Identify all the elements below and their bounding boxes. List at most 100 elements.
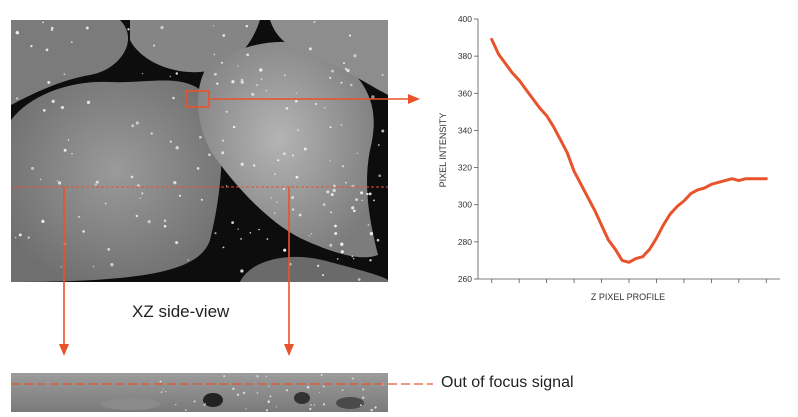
- punctum: [332, 188, 336, 193]
- punctum: [67, 139, 70, 141]
- punctum: [268, 385, 270, 388]
- punctum: [340, 242, 344, 246]
- punctum: [329, 160, 331, 162]
- xz-side-view-image: [11, 373, 388, 412]
- punctum: [357, 278, 361, 281]
- punctum: [50, 28, 54, 32]
- punctum: [322, 385, 325, 388]
- punctum: [351, 206, 355, 210]
- punctum: [47, 80, 51, 84]
- punctum: [356, 152, 359, 155]
- side-view-dark-spot: [203, 393, 223, 407]
- punctum: [178, 194, 181, 197]
- punctum: [42, 21, 44, 24]
- side-view-dark-spot: [294, 392, 310, 404]
- down-arrow-right: [284, 344, 294, 356]
- punctum: [175, 72, 179, 75]
- punctum: [95, 182, 97, 184]
- punctum: [60, 266, 62, 268]
- punctum: [291, 208, 295, 211]
- punctum: [204, 403, 207, 405]
- cell-bottom-right: [240, 256, 388, 282]
- out-of-focus-label: Out of focus signal: [441, 374, 574, 391]
- punctum: [222, 246, 225, 249]
- punctum: [131, 124, 135, 128]
- punctum: [237, 65, 239, 67]
- punctum: [343, 62, 345, 65]
- punctum: [318, 392, 320, 394]
- punctum: [137, 184, 140, 187]
- y-ticks: 260 280 300 320 340 360 380 400: [458, 14, 478, 284]
- punctum: [361, 199, 363, 202]
- punctum: [232, 387, 235, 391]
- punctum: [94, 183, 97, 186]
- punctum: [30, 166, 35, 170]
- punctum: [295, 175, 299, 179]
- punctum: [232, 125, 236, 129]
- series-line: [490, 37, 768, 264]
- punctum: [153, 44, 156, 47]
- punctum: [203, 404, 206, 406]
- punctum: [214, 232, 217, 235]
- punctum: [160, 391, 163, 394]
- punctum: [265, 375, 268, 378]
- side-view-puncta: [159, 374, 385, 412]
- punctum: [110, 263, 114, 267]
- punctum: [369, 232, 374, 236]
- punctum: [269, 395, 272, 398]
- punctum: [256, 375, 259, 378]
- punctum: [368, 192, 372, 196]
- punctum: [340, 123, 343, 126]
- punctum: [240, 80, 244, 84]
- punctum: [366, 192, 369, 196]
- down-arrow-left: [59, 344, 69, 356]
- punctum: [355, 198, 358, 201]
- punctum: [260, 78, 263, 80]
- punctum: [173, 181, 177, 185]
- punctum: [107, 248, 111, 251]
- punctum: [267, 400, 270, 403]
- x-axis-label: Z PIXEL PROFILE: [591, 292, 665, 302]
- punctum: [240, 237, 243, 240]
- side-view-background: [11, 373, 388, 412]
- punctum: [14, 236, 17, 239]
- punctum: [285, 389, 289, 392]
- punctum: [341, 389, 344, 392]
- punctum: [60, 105, 65, 110]
- punctum: [330, 211, 333, 214]
- punctum: [283, 248, 287, 252]
- punctum: [221, 151, 225, 155]
- cell-top-left: [11, 20, 129, 105]
- punctum: [340, 250, 344, 254]
- punctum: [51, 99, 55, 103]
- punctum: [376, 238, 380, 242]
- punctum: [208, 153, 211, 156]
- punctum: [297, 129, 299, 132]
- punctum: [295, 92, 298, 94]
- y-tick-label: 320: [458, 163, 472, 173]
- punctum: [291, 196, 295, 200]
- punctum: [352, 209, 356, 213]
- punctum: [251, 92, 255, 97]
- punctum: [231, 221, 234, 224]
- y-tick-label: 360: [458, 88, 472, 98]
- punctum: [378, 174, 381, 177]
- punctum: [324, 106, 326, 109]
- punctum: [334, 224, 337, 228]
- punctum: [225, 110, 228, 113]
- punctum: [329, 126, 332, 129]
- punctum: [369, 259, 372, 262]
- punctum: [130, 175, 134, 179]
- punctum: [283, 152, 286, 156]
- punctum: [313, 404, 316, 406]
- punctum: [92, 265, 95, 268]
- punctum: [175, 241, 179, 245]
- punctum: [78, 216, 80, 218]
- punctum: [42, 109, 46, 112]
- punctum: [135, 214, 138, 218]
- punctum: [240, 78, 244, 82]
- punctum: [193, 400, 196, 403]
- punctum: [381, 129, 385, 133]
